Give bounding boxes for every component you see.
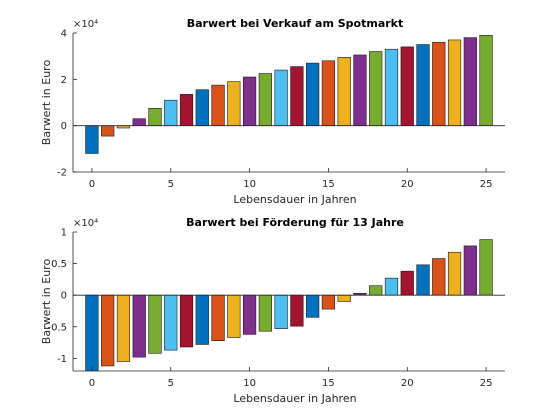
bar-24 xyxy=(463,245,477,296)
bar-4 xyxy=(148,107,162,126)
bar-0 xyxy=(85,125,99,154)
y-axis-label: Barwert in Euro xyxy=(40,60,53,146)
bar-4 xyxy=(148,294,162,354)
bar-16 xyxy=(337,57,351,126)
y-tick-label: 1 xyxy=(61,228,67,239)
bar-23 xyxy=(447,251,462,296)
bar-2 xyxy=(116,294,131,362)
x-tick-label: 5 xyxy=(168,378,174,389)
bar-15 xyxy=(321,294,336,310)
bars xyxy=(85,35,493,154)
bar-18 xyxy=(369,51,383,126)
y-tick-label: 0 xyxy=(61,121,67,132)
bar-10 xyxy=(242,76,257,126)
bar-25 xyxy=(479,239,493,296)
bar-24 xyxy=(463,37,477,126)
bar-21 xyxy=(416,264,430,296)
bar-22 xyxy=(432,41,446,126)
bar-5 xyxy=(164,294,178,351)
bar-9 xyxy=(227,81,241,126)
x-tick-label: 25 xyxy=(480,179,493,190)
bar-3 xyxy=(132,118,146,126)
x-tick-label: 5 xyxy=(168,179,174,190)
bar-14 xyxy=(306,294,320,318)
bar-6 xyxy=(179,94,194,126)
bar-20 xyxy=(400,46,414,126)
bar-1 xyxy=(101,294,115,367)
x-tick-label: 10 xyxy=(243,179,256,190)
bar-13 xyxy=(290,66,304,126)
x-tick-label: 0 xyxy=(89,378,95,389)
bar-9 xyxy=(227,294,241,338)
bar-17 xyxy=(353,54,367,126)
bar-18 xyxy=(369,285,383,296)
bar-3 xyxy=(132,294,146,358)
y-tick-label: -2 xyxy=(57,168,67,179)
chart-foerderung: 0 5 10 15 20 25 -1 -0.5 0 0.5 1 ×10⁴ Barwert bei För… xyxy=(40,216,505,405)
bar-5 xyxy=(164,99,178,126)
y-tick-label: -1 xyxy=(57,354,67,365)
x-tick-label: 10 xyxy=(243,378,256,389)
bar-6 xyxy=(179,294,194,348)
bar-20 xyxy=(400,270,414,296)
x-tick-label: 15 xyxy=(322,179,335,190)
x-tick-label: 25 xyxy=(480,378,493,389)
x-tick-label: 15 xyxy=(322,378,335,389)
chart-title: Barwert bei Verkauf am Spotmarkt xyxy=(187,17,404,30)
bar-13 xyxy=(290,294,304,327)
bars xyxy=(85,239,493,371)
x-tick-label: 0 xyxy=(89,179,95,190)
chart-spotmarkt: 0 5 10 15 20 25 -2 0 2 4 ×10⁴ Barwert bei Verkauf a… xyxy=(40,17,505,206)
bar-19 xyxy=(384,48,399,126)
y-tick-label: 4 xyxy=(61,29,67,40)
y-tick-label: 0.5 xyxy=(51,259,67,270)
bar-11 xyxy=(258,73,272,126)
x-axis-label: Lebensdauer in Jahren xyxy=(233,392,356,405)
y-tick-label: 0 xyxy=(61,291,67,302)
bar-0 xyxy=(85,294,99,371)
y-axis-label: Barwert in Euro xyxy=(40,259,53,345)
bar-10 xyxy=(242,294,257,335)
y-tick-label: 2 xyxy=(61,75,67,86)
bar-8 xyxy=(211,294,225,341)
bar-7 xyxy=(195,294,209,345)
y-tick-label: -0.5 xyxy=(47,322,67,333)
bar-16 xyxy=(337,294,351,302)
bar-1 xyxy=(101,125,115,137)
exponent-label: ×10⁴ xyxy=(73,218,98,229)
bar-14 xyxy=(306,62,320,126)
exponent-label: ×10⁴ xyxy=(73,19,98,30)
bar-11 xyxy=(258,294,272,332)
bar-23 xyxy=(447,39,462,126)
bar-19 xyxy=(384,277,399,296)
x-tick-label: 20 xyxy=(401,378,414,389)
bar-12 xyxy=(274,69,288,126)
bar-15 xyxy=(321,60,336,126)
x-tick-label: 20 xyxy=(401,179,414,190)
bar-22 xyxy=(432,258,446,296)
bar-25 xyxy=(479,35,493,126)
chart-title: Barwert bei Förderung für 13 Jahre xyxy=(186,216,404,229)
bar-7 xyxy=(195,89,209,126)
x-axis-label: Lebensdauer in Jahren xyxy=(233,193,356,206)
bar-8 xyxy=(211,84,225,126)
bar-21 xyxy=(416,44,430,126)
bar-12 xyxy=(274,294,288,329)
